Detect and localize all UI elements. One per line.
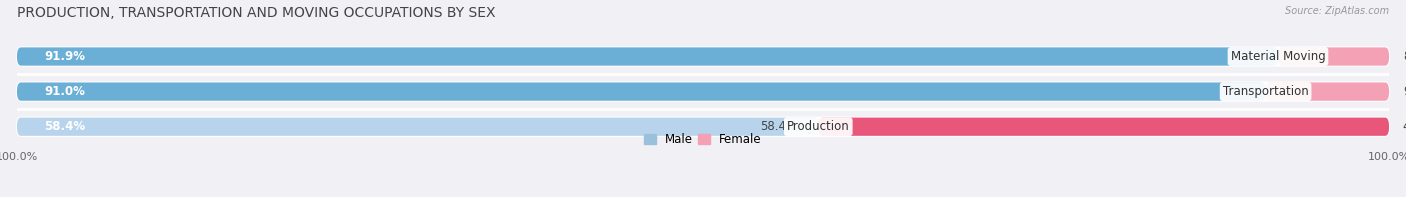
FancyBboxPatch shape [1265, 83, 1389, 101]
Text: 91.9%: 91.9% [45, 50, 86, 63]
Text: Transportation: Transportation [1223, 85, 1309, 98]
Text: Material Moving: Material Moving [1230, 50, 1326, 63]
Text: 8.1%: 8.1% [1403, 50, 1406, 63]
FancyBboxPatch shape [818, 118, 1389, 136]
FancyBboxPatch shape [17, 118, 818, 136]
FancyBboxPatch shape [1278, 47, 1389, 66]
Text: Production: Production [787, 120, 849, 133]
Text: 9.0%: 9.0% [1403, 85, 1406, 98]
Text: PRODUCTION, TRANSPORTATION AND MOVING OCCUPATIONS BY SEX: PRODUCTION, TRANSPORTATION AND MOVING OC… [17, 6, 495, 20]
FancyBboxPatch shape [17, 83, 1265, 101]
FancyBboxPatch shape [17, 118, 1389, 136]
Text: 58.4%: 58.4% [45, 120, 86, 133]
Text: 91.0%: 91.0% [45, 85, 86, 98]
FancyBboxPatch shape [17, 83, 1389, 101]
Legend: Male, Female: Male, Female [640, 128, 766, 151]
Text: 41.6%: 41.6% [1403, 120, 1406, 133]
FancyBboxPatch shape [17, 47, 1278, 66]
Text: Source: ZipAtlas.com: Source: ZipAtlas.com [1285, 6, 1389, 16]
FancyBboxPatch shape [17, 47, 1389, 66]
Text: 58.4%: 58.4% [761, 120, 797, 133]
